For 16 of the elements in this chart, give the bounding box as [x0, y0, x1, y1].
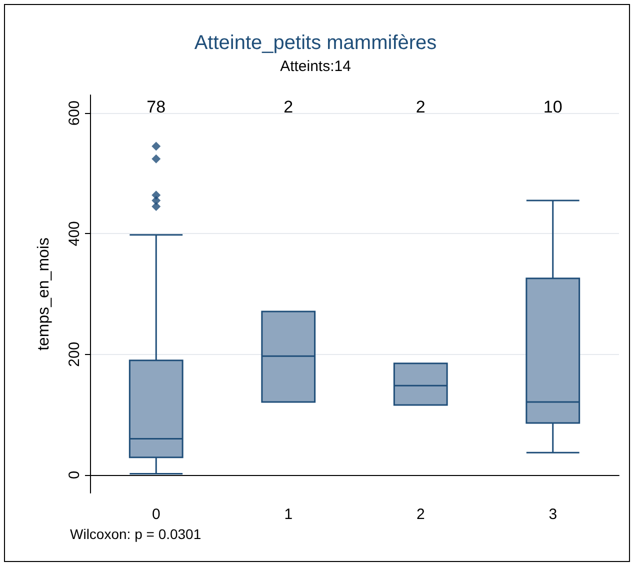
annotation: 2	[416, 98, 426, 116]
x-tick-label: 3	[548, 506, 558, 523]
y-axis-title: temps_en_mois	[36, 238, 52, 350]
chart-title: Atteinte_petits mammifères	[194, 32, 437, 54]
y-tick-label: 400	[66, 221, 83, 246]
annotation: 2	[284, 98, 294, 116]
x-tick-label: 1	[284, 506, 293, 523]
y-tick-label: 600	[66, 100, 83, 126]
text: Wilcoxon: p = 0.0301	[70, 526, 202, 542]
y-tick-label: 200	[66, 342, 83, 367]
chart-subtitle: Atteints:14	[280, 58, 351, 75]
y-tick-label: 0	[66, 470, 83, 480]
annotation: 78	[146, 98, 166, 116]
x-tick-label: 2	[416, 506, 425, 523]
x-tick-label: 0	[152, 506, 160, 523]
annotation: 10	[543, 98, 562, 116]
